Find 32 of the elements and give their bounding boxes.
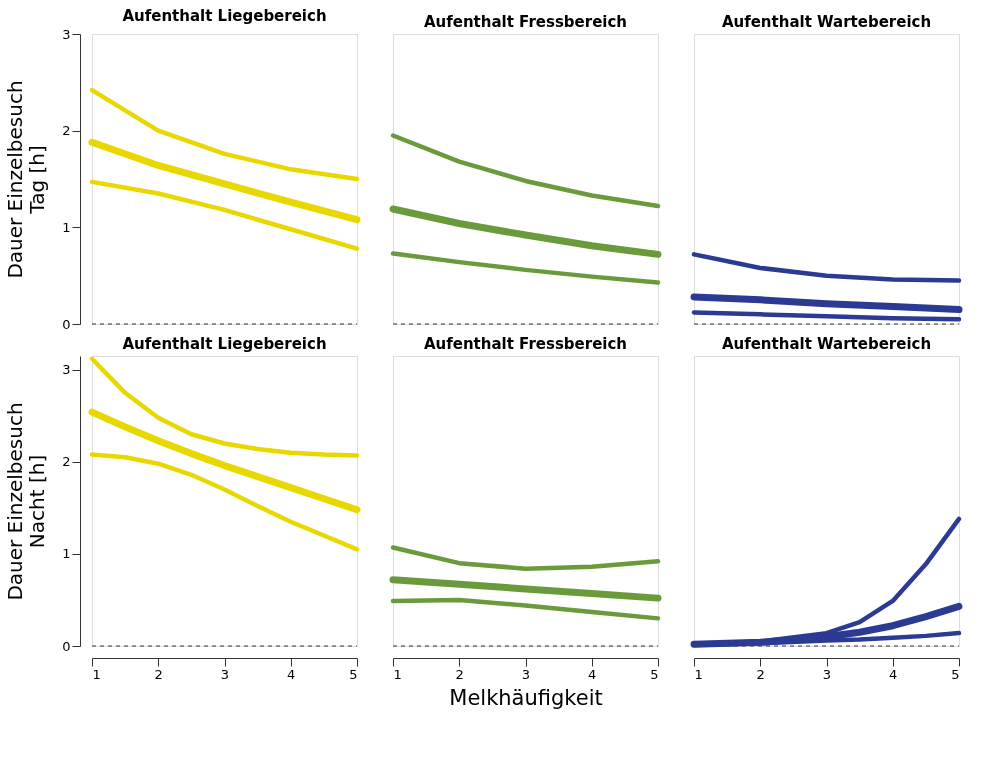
chart-title: Aufenthalt Liegebereich xyxy=(122,335,327,353)
y-tick-label: 1 xyxy=(62,219,71,235)
chart-title: Aufenthalt Fressbereich xyxy=(423,13,628,31)
x-tick-label: 3 xyxy=(220,666,230,682)
y-tick-label: 1 xyxy=(62,546,71,562)
x-tick-label: 1 xyxy=(694,666,703,682)
y-tick-label: 0 xyxy=(62,316,71,332)
x-tick-label: 1 xyxy=(92,666,101,682)
y-tick-label: 2 xyxy=(62,454,71,470)
x-tick-label: 3 xyxy=(521,666,531,682)
x-tick-label: 5 xyxy=(349,666,358,682)
y-axis-title: Dauer Einzelbesuch Tag [h] xyxy=(3,80,50,279)
chart-title: Aufenthalt Wartebereich xyxy=(721,13,932,31)
x-tick-label: 4 xyxy=(588,666,597,682)
x-tick-label: 4 xyxy=(889,666,898,682)
y-tick-label: 3 xyxy=(62,26,71,42)
chart-title: Aufenthalt Liegebereich xyxy=(122,7,327,25)
x-tick-label: 2 xyxy=(455,666,464,682)
x-tick-label: 5 xyxy=(951,666,960,682)
x-axis-title: Melkhäufigkeit xyxy=(449,685,603,710)
y-axis-title: Dauer Einzelbesuch Nacht [h] xyxy=(3,402,50,601)
x-tick-label: 5 xyxy=(650,666,659,682)
y-tick-label: 3 xyxy=(62,362,71,378)
x-tick-label: 4 xyxy=(287,666,296,682)
y-tick-label: 0 xyxy=(62,638,71,654)
x-tick-label: 2 xyxy=(756,666,765,682)
chart-title: Aufenthalt Wartebereich xyxy=(721,335,932,353)
x-tick-label: 1 xyxy=(393,666,402,682)
x-tick-label: 2 xyxy=(154,666,163,682)
chart-title: Aufenthalt Fressbereich xyxy=(423,335,628,353)
x-tick-label: 3 xyxy=(822,666,832,682)
y-tick-label: 2 xyxy=(62,123,71,139)
